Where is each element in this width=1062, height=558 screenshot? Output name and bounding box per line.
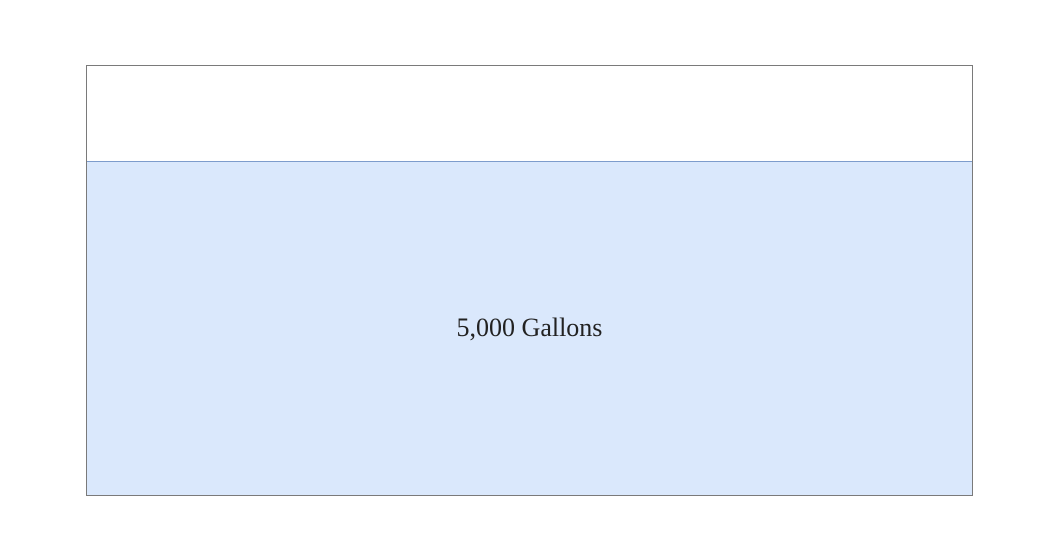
water-volume: 5,000 Gallons — [87, 160, 972, 495]
water-tank: 5,000 Gallons — [86, 65, 973, 496]
water-volume-label: 5,000 Gallons — [456, 313, 603, 343]
